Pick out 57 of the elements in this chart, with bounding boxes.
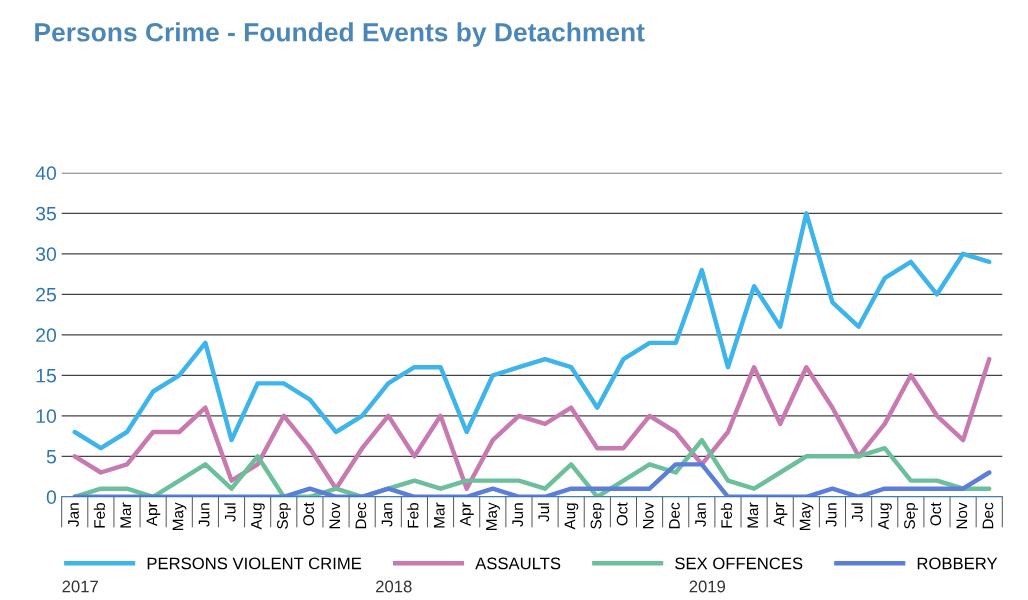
x-tick-label: Feb <box>720 502 733 528</box>
x-tick-label: Jan <box>695 503 706 527</box>
x-tick-label: Aug <box>878 503 892 530</box>
x-tick-label: Apr <box>773 502 788 527</box>
x-tick-label: Nov <box>643 502 654 529</box>
legend-label: PERSONS VIOLENT CRIME <box>147 557 362 570</box>
x-tick-label: Mar <box>747 502 759 528</box>
x-tick-label: Apr <box>460 502 474 527</box>
x-tick-label: Feb <box>93 502 105 528</box>
x-tick-label: Mar <box>433 502 445 528</box>
line-series <box>72 462 992 497</box>
y-tick-label: 40 <box>35 166 57 181</box>
x-tick-label: Aug <box>564 503 579 530</box>
y-tick-label: 30 <box>35 247 57 262</box>
line-series <box>72 211 992 451</box>
y-tick-label: 25 <box>36 287 57 302</box>
x-tick-label: May <box>172 502 187 530</box>
x-tick-label: Aug <box>251 503 265 530</box>
x-tick-label: Jan <box>381 503 393 527</box>
x-tick-label: May <box>486 502 500 530</box>
x-tick-label: Dec <box>669 502 680 529</box>
x-tick-label: Jun <box>825 503 837 527</box>
x-tick-label: Dec <box>355 502 367 529</box>
chart-title: Persons Crime - Founded Events by Detachment <box>35 22 645 47</box>
x-tick-label: Nov <box>956 502 968 529</box>
y-tick-label: 0 <box>46 490 57 505</box>
y-tick-label: 10 <box>36 409 57 424</box>
y-tick-label: 35 <box>35 206 57 221</box>
text: 2017 <box>62 580 98 593</box>
y-tick-label: 20 <box>36 328 57 343</box>
x-tick-label: Jun <box>198 503 210 527</box>
x-tick-label: Jul <box>537 503 550 522</box>
y-tick-label: 15 <box>36 368 57 383</box>
x-tick-label: Mar <box>120 502 132 528</box>
x-tick-label: Sep <box>904 502 918 529</box>
line-series <box>72 437 992 497</box>
x-tick-label: Oct <box>616 502 628 526</box>
x-tick-label: Nov <box>329 502 341 529</box>
x-tick-label: Sep <box>277 502 291 529</box>
x-tick-label: Feb <box>407 502 419 528</box>
legend-label: SEX OFFENCES <box>675 557 803 570</box>
x-tick-label: Jul <box>224 503 236 522</box>
x-tick-label: Oct <box>303 502 314 526</box>
x-tick-label: Apr <box>146 502 161 527</box>
x-tick-label: Sep <box>590 502 605 529</box>
text: 2018 <box>376 580 412 593</box>
y-tick-label: 5 <box>46 449 56 464</box>
x-tick-label: Jul <box>851 503 863 522</box>
x-tick-label: Oct <box>930 502 942 526</box>
x-tick-label: Jan <box>68 503 79 527</box>
text: 2019 <box>689 580 726 593</box>
line-series <box>72 356 992 491</box>
x-tick-label: Jun <box>512 503 524 527</box>
legend-label: ASSAULTS <box>475 557 561 570</box>
legend-label: ROBBERY <box>917 557 998 570</box>
x-tick-label: May <box>799 502 814 530</box>
x-tick-label: Dec <box>982 502 994 529</box>
